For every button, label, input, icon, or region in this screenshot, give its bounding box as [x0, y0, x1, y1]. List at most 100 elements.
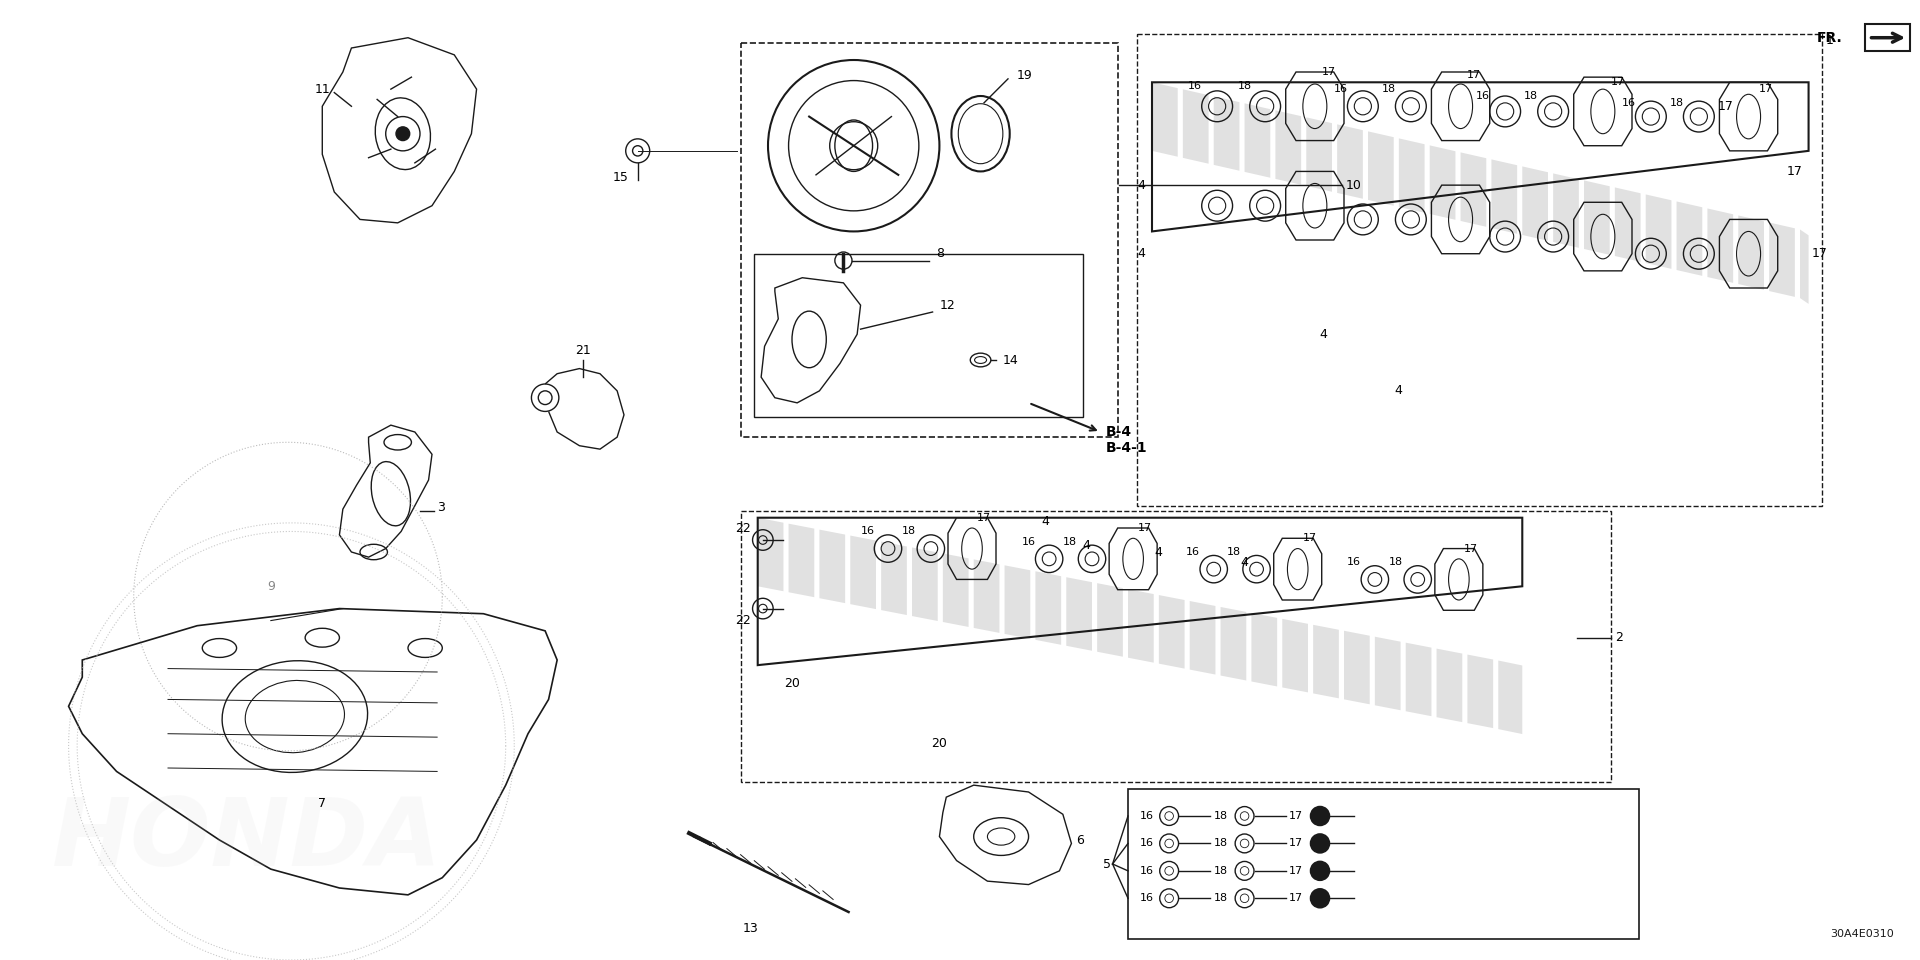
Text: 2: 2: [1615, 632, 1622, 644]
Text: 17: 17: [1288, 866, 1304, 876]
Polygon shape: [1707, 208, 1734, 283]
Text: 16: 16: [1622, 98, 1636, 108]
Text: 4: 4: [1137, 248, 1144, 260]
Text: 11: 11: [315, 83, 330, 96]
Text: 22: 22: [735, 521, 751, 535]
Circle shape: [1311, 861, 1329, 880]
Polygon shape: [1152, 83, 1177, 156]
Polygon shape: [820, 530, 845, 603]
Bar: [755, 253, 1083, 417]
Polygon shape: [1738, 215, 1764, 290]
Text: 16: 16: [1348, 558, 1361, 567]
Polygon shape: [1190, 601, 1215, 675]
Text: 17: 17: [1467, 70, 1482, 81]
Text: 18: 18: [1213, 838, 1227, 849]
Polygon shape: [1430, 145, 1455, 220]
Text: 17: 17: [1302, 534, 1317, 543]
Polygon shape: [1344, 631, 1369, 705]
Text: 4: 4: [1137, 179, 1144, 192]
Text: B-4
B-4-1: B-4 B-4-1: [1106, 425, 1148, 455]
Polygon shape: [1252, 612, 1277, 686]
Text: 6: 6: [1077, 833, 1085, 847]
Polygon shape: [1801, 229, 1809, 304]
Bar: [1129, 788, 1640, 940]
Polygon shape: [1375, 636, 1400, 710]
Polygon shape: [1461, 153, 1486, 227]
Polygon shape: [973, 560, 1000, 633]
Text: 19: 19: [1016, 68, 1033, 82]
Polygon shape: [1244, 104, 1271, 178]
Polygon shape: [1584, 180, 1609, 254]
Text: 12: 12: [939, 299, 954, 312]
Polygon shape: [1615, 187, 1640, 262]
Text: 16: 16: [860, 526, 874, 537]
Text: 4: 4: [1240, 556, 1248, 568]
Polygon shape: [881, 541, 906, 615]
Circle shape: [1311, 834, 1329, 852]
Text: 15: 15: [612, 172, 628, 184]
Text: 16: 16: [1188, 81, 1202, 90]
Polygon shape: [1221, 607, 1246, 681]
Bar: [1864, 24, 1910, 52]
Polygon shape: [1498, 660, 1523, 734]
Text: 17: 17: [1812, 248, 1828, 260]
Polygon shape: [1004, 565, 1031, 638]
Text: 4: 4: [1154, 545, 1162, 559]
Text: 5: 5: [1102, 857, 1112, 871]
Polygon shape: [1035, 571, 1062, 645]
Polygon shape: [1066, 577, 1092, 651]
Text: 20: 20: [931, 737, 947, 750]
Polygon shape: [1492, 159, 1517, 234]
Polygon shape: [1129, 589, 1154, 662]
Circle shape: [1311, 806, 1329, 826]
Circle shape: [396, 127, 409, 140]
Text: 17: 17: [1321, 67, 1336, 77]
Text: 18: 18: [1524, 91, 1538, 101]
Polygon shape: [912, 547, 937, 621]
Polygon shape: [1367, 132, 1394, 205]
Text: 17: 17: [1759, 84, 1772, 94]
Text: 9: 9: [267, 580, 275, 592]
Polygon shape: [758, 517, 783, 591]
Polygon shape: [851, 536, 876, 609]
Text: 3: 3: [438, 501, 445, 514]
Polygon shape: [1313, 625, 1338, 698]
Text: 16: 16: [1140, 811, 1154, 821]
Text: 17: 17: [1463, 543, 1478, 554]
Polygon shape: [1183, 89, 1208, 164]
Text: 16: 16: [1140, 894, 1154, 903]
Polygon shape: [1096, 583, 1123, 657]
Polygon shape: [1160, 595, 1185, 668]
Text: 16: 16: [1140, 838, 1154, 849]
Text: 17: 17: [1288, 894, 1304, 903]
Polygon shape: [1283, 619, 1308, 692]
Polygon shape: [1523, 166, 1548, 241]
Text: 16: 16: [1476, 91, 1490, 101]
Text: HONDA: HONDA: [52, 794, 442, 886]
Polygon shape: [1405, 642, 1432, 716]
Text: 17: 17: [1718, 100, 1734, 112]
Text: 18: 18: [1213, 811, 1227, 821]
Polygon shape: [1768, 223, 1795, 297]
Polygon shape: [943, 553, 968, 627]
Text: 18: 18: [1670, 98, 1684, 108]
Polygon shape: [1676, 202, 1703, 276]
Polygon shape: [1645, 195, 1672, 269]
Bar: [741, 43, 1117, 437]
Text: 21: 21: [574, 344, 591, 356]
Text: 17: 17: [1786, 165, 1803, 178]
Text: 18: 18: [1227, 547, 1242, 557]
Text: 22: 22: [735, 614, 751, 627]
Polygon shape: [1336, 125, 1363, 199]
Polygon shape: [1400, 138, 1425, 213]
Text: 18: 18: [1213, 866, 1227, 876]
Text: 16: 16: [1140, 866, 1154, 876]
Text: 8: 8: [937, 248, 945, 260]
Text: 18: 18: [902, 526, 916, 537]
Text: FR.: FR.: [1816, 31, 1843, 45]
Text: 17: 17: [1288, 811, 1304, 821]
Bar: [741, 511, 1611, 781]
Text: 14: 14: [1002, 353, 1020, 367]
Text: 16: 16: [1187, 547, 1200, 557]
Circle shape: [1311, 889, 1329, 908]
